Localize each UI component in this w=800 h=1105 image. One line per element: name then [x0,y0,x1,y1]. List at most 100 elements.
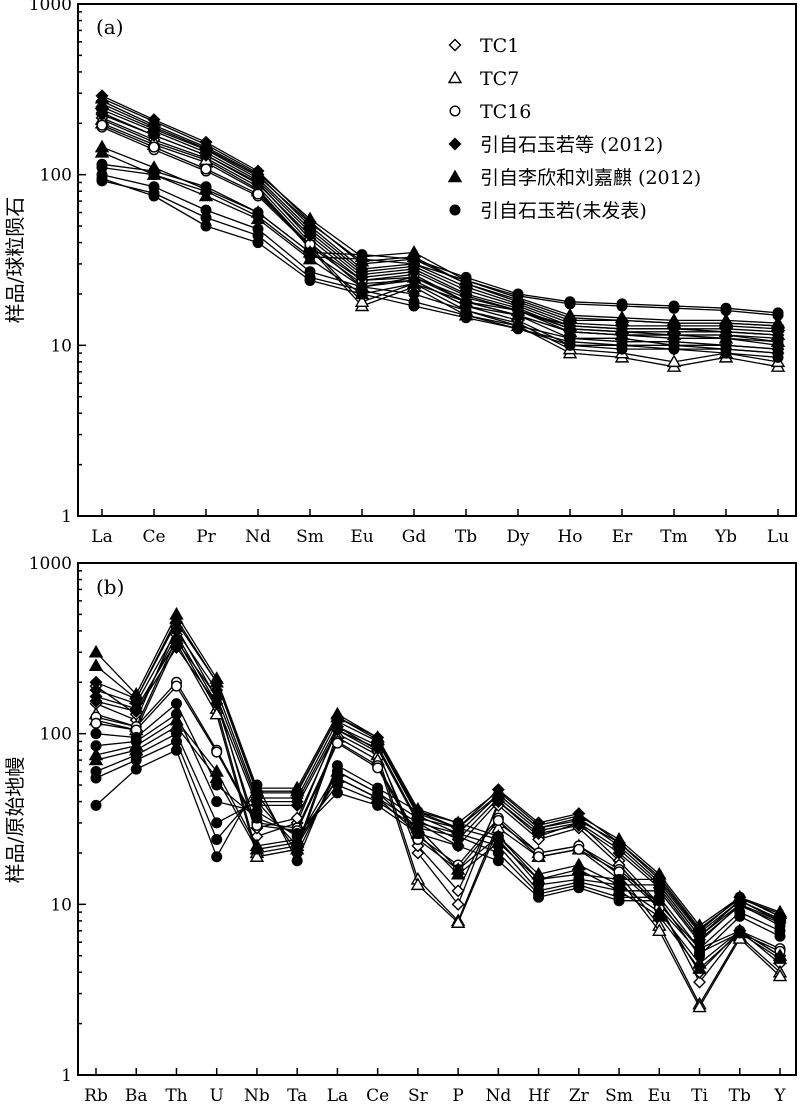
panel-b-series-14 [88,719,788,974]
panel-b-series-17-point [251,796,263,808]
panel-a-series-18-line [101,174,779,350]
panel-b-series-12-point [289,783,305,797]
panel-a-series-20-point [616,343,628,355]
panel-a-x-label-nd: Nd [245,527,271,547]
panel-a-series-7 [95,89,785,333]
panel-b-x-label-y: Y [773,1086,786,1105]
panel-b-series-4-point [209,706,224,720]
panel-a-x-label-tb: Tb [455,527,477,547]
panel-b-series-14-point [772,951,788,964]
legend-label: TC16 [480,101,531,123]
panel-b-series-7-line [95,621,781,932]
panel-a-series-17-point [668,302,680,314]
panel-b-series-12-point [370,732,385,746]
panel-b-series-4-point [772,968,788,982]
panel-b-x-label-rb: Rb [84,1086,108,1105]
panel-b-series-12-point [611,835,627,848]
panel-b-spider-primitive-mantle: (b) 样品/原始地幔 1 10 100 1000 Rb Ba Th U Nb Ta La Ce Sr… [3,554,797,1105]
panel-b-series-18-point [452,830,464,842]
panel-a-series-17 [96,162,784,321]
panel-b-series-19-point [653,895,665,907]
panel-b-series-9-line [95,640,781,937]
panel-a-series-17-point [772,309,784,321]
legend-marker-diamond-open [448,38,462,52]
panel-a-series-4-point [354,294,370,307]
legend-label: 引自李欣和刘嘉麒 (2012) [480,167,701,189]
panel-a-series-20-point [564,339,576,351]
panel-a-series-11-point [251,177,265,191]
panel-a-series-20-point [96,172,108,184]
panel-a-series-20-point [304,274,316,286]
panel-b-series-4-point [652,923,667,936]
panel-a-x-label-la: La [91,527,112,547]
panel-a-series-15-point [94,145,110,158]
panel-b-series-19 [90,698,786,962]
panel-a-series-13-point [250,168,266,182]
panel-b-series-19-point [170,698,182,710]
panel-a-series-17-point [408,258,420,270]
panel-a-series-16-line [101,163,779,314]
panel-b-series-15-line [95,749,781,932]
panel-b-y-tick-label: 1000 [29,554,72,574]
panel-b-series-14-point [249,841,265,855]
panel-b-series-19-point [211,779,223,791]
panel-a-series-group [94,89,786,372]
legend-marker-triangle-filled [447,169,463,183]
panel-a-x-label-yb: Yb [714,527,737,547]
legend-item-6: 引自石玉若(未发表) [449,200,647,222]
panel-a-series-3-line [101,122,779,368]
panel-b-series-19-point [573,882,585,894]
panel-b-series-10-point [89,694,103,708]
panel-b-x-label-nd: Nd [485,1086,511,1105]
panel-b-series-6-point [331,737,343,749]
panel-a-y-tick-label: 100 [40,166,72,186]
panel-b-x-label-u: U [210,1086,224,1105]
panel-a-series-4-line [101,119,779,363]
panel-a-x-label-gd: Gd [402,527,427,547]
panel-b-series-12-point [169,611,184,625]
panel-a-plot-frame [77,3,797,517]
panel-a-series-10-line [101,109,779,336]
panel-b-x-label-tb: Tb [729,1086,751,1105]
panel-a-series-17-point [252,210,264,222]
panel-b-series-8-line [95,630,781,934]
panel-a-series-20 [96,172,784,363]
panel-a-series-17-point [356,253,368,265]
panel-b-series-19-point [734,910,746,922]
panel-a-series-17-line [101,166,779,316]
panel-a-series-13-point [94,96,110,110]
panel-b-series-19-point [774,930,786,942]
panel-a-series-6-point [96,119,108,131]
legend-item-1: TC1 [448,35,519,57]
panel-b-series-12-point [531,820,546,834]
panel-b-series-13-line [95,719,781,965]
panel-b-series-12-line [95,618,781,930]
panel-b-x-label-sm: Sm [605,1086,633,1105]
panel-b-series-19-point [533,891,545,903]
panel-b-y-axis: 1 10 100 1000 [29,554,86,1086]
panel-b-series-4-line [95,642,781,1008]
panel-b-series-4-point [692,999,707,1013]
legend-marker-diamond-filled [448,137,462,151]
panel-b-x-label-eu: Eu [648,1086,671,1105]
panel-b-series-12-point [209,674,224,688]
panel-b-series-14-point [450,866,466,880]
panel-b-series-2-point [451,884,465,898]
panel-b-series-4-point [410,877,426,891]
panel-b-series-19-point [694,950,706,962]
panel-a-series-13-point [146,119,162,133]
panel-b-series-16 [90,735,786,942]
panel-a-series-17-point [460,274,472,286]
panel-b-series-17-point [170,728,182,740]
panel-a-ree-chondrite: (a) 样品/球粒陨石 1 10 100 1000 La Ce Pr Nd Sm Eu Gd Tb D… [3,0,797,547]
panel-b-x-label-ti: Ti [691,1086,708,1105]
panel-a-series-20-point [720,347,732,359]
panel-b-series-6-point [90,717,102,729]
panel-b-series-6-point [372,762,384,774]
panel-b-y-tick-label: 1 [61,1066,72,1086]
panel-b-series-5-line [95,681,781,950]
panel-a-series-13-point [198,141,214,154]
panel-b-series-19-point [291,828,303,840]
legend-label: 引自石玉若(未发表) [480,200,647,222]
